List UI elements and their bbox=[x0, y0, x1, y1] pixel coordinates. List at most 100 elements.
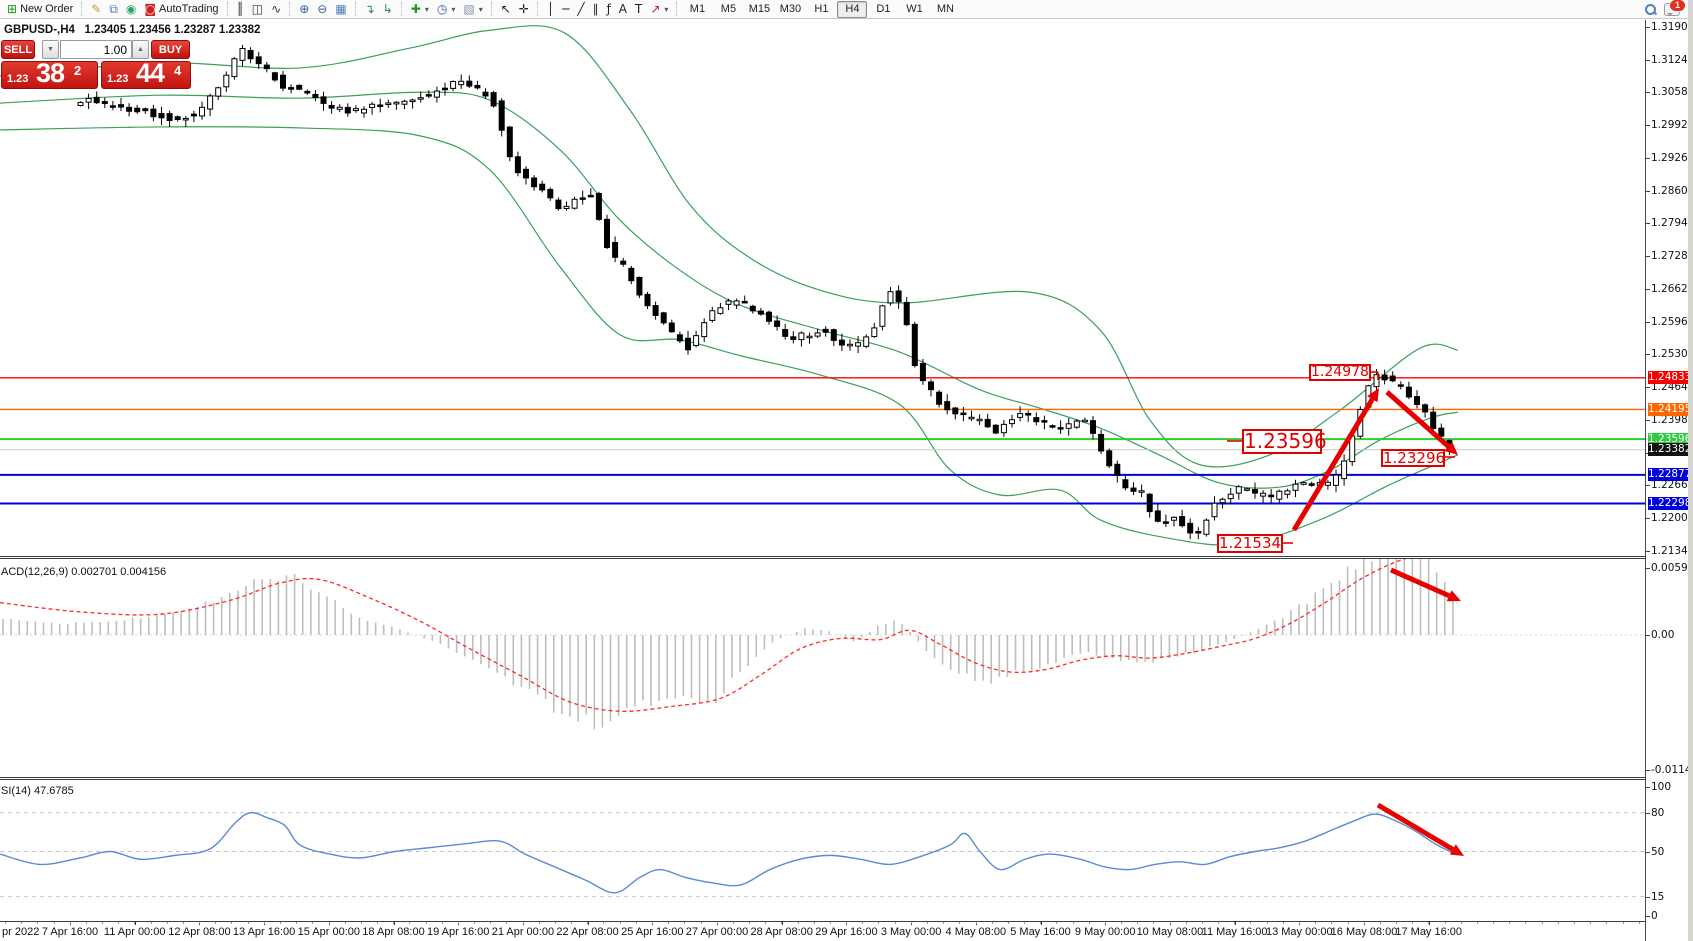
timeframe-button-w1[interactable]: W1 bbox=[906, 2, 923, 15]
text-icon: A bbox=[618, 2, 628, 16]
panel-splitter bbox=[0, 558, 1693, 559]
timeframe-button-h4[interactable]: H4 bbox=[837, 0, 868, 18]
time-axis-minor-tick bbox=[53, 922, 55, 924]
price-axis-label: 1.23985 bbox=[1651, 413, 1693, 426]
price-axis: 1.31905 1.31245 1.30585 1.29925 1.29265 1.286… bbox=[1646, 20, 1693, 941]
periods-button[interactable]: ◷ ▾ bbox=[433, 0, 460, 19]
bull-candle bbox=[393, 101, 400, 105]
fibonacci-button[interactable]: ƒ bbox=[603, 0, 615, 19]
periods-icon: ◷ bbox=[436, 2, 448, 16]
templates-button[interactable]: ▧ ▾ bbox=[459, 0, 486, 19]
bollinger-middle-band bbox=[0, 91, 1459, 489]
bear-candle bbox=[555, 199, 562, 210]
time-axis-minor-tick bbox=[425, 922, 427, 924]
indicators-button[interactable]: ✚ ▾ bbox=[407, 0, 433, 19]
timeframe-toolbar: M1 M5 M15 M30 H1 H4 D1 W1 MN bbox=[682, 0, 960, 18]
signal-button[interactable]: ◉ bbox=[122, 0, 140, 19]
crosshair-button[interactable]: ✛ bbox=[515, 0, 533, 19]
panel-splitter[interactable] bbox=[0, 777, 1693, 778]
timeframe-button-d1[interactable]: D1 bbox=[876, 2, 891, 15]
volume-decrease-button[interactable]: ▼ bbox=[42, 40, 59, 59]
timeframe-button-m15[interactable]: M15 bbox=[748, 2, 771, 15]
bear-candle bbox=[1057, 427, 1064, 430]
volume-input[interactable] bbox=[60, 40, 132, 59]
sell-button[interactable]: SELL bbox=[1, 40, 35, 59]
time-axis-minor-tick bbox=[506, 922, 508, 924]
autotrading-button[interactable]: ◙ AutoTrading bbox=[140, 0, 222, 19]
search-icon[interactable] bbox=[1645, 3, 1656, 15]
styler-icon: ✎ bbox=[91, 2, 102, 16]
timeframe-button-mn[interactable]: MN bbox=[936, 2, 954, 15]
timeframe-button-h1[interactable]: H1 bbox=[814, 2, 829, 15]
chevron-down-icon: ▾ bbox=[424, 4, 429, 14]
bull-candle bbox=[1235, 486, 1242, 494]
bear-candle bbox=[992, 424, 999, 434]
chart-shift-button[interactable]: ↴ bbox=[361, 0, 379, 19]
bull-candle bbox=[369, 103, 376, 108]
time-axis-minor-tick bbox=[571, 922, 573, 924]
bull-candle bbox=[968, 416, 975, 420]
time-axis-label: 18 Apr 08:00 bbox=[362, 926, 425, 938]
time-axis-minor-tick bbox=[668, 922, 670, 924]
channel-button[interactable]: ∥ bbox=[589, 0, 603, 19]
axis-tick bbox=[1646, 157, 1650, 159]
label-button[interactable]: T bbox=[631, 0, 646, 19]
bar-chart-button[interactable]: ║ bbox=[233, 0, 248, 19]
timeframe-button-m30[interactable]: M30 bbox=[779, 2, 802, 15]
time-axis-minor-tick bbox=[926, 922, 928, 924]
vertical-line-button[interactable]: │ bbox=[543, 0, 558, 19]
time-axis-minor-tick bbox=[910, 922, 912, 924]
zoom-in-button[interactable]: ⊕ bbox=[295, 0, 313, 19]
timeframe-button-m5[interactable]: M5 bbox=[720, 2, 737, 15]
zoom-out-button[interactable]: ⊖ bbox=[313, 0, 331, 19]
bull-candle bbox=[1017, 413, 1024, 418]
sell-quote-button[interactable]: 1.23 38 2 bbox=[1, 58, 98, 89]
time-axis-minor-tick bbox=[765, 922, 767, 924]
candlestick-button[interactable]: ◫ bbox=[248, 0, 267, 19]
price-axis-label: 1.29925 bbox=[1651, 119, 1693, 132]
time-axis-minor-tick bbox=[1315, 922, 1317, 924]
text-button[interactable]: A bbox=[615, 0, 631, 19]
styler-button[interactable]: ✎ bbox=[87, 0, 105, 19]
bear-candle bbox=[466, 80, 473, 87]
buy-button[interactable]: BUY bbox=[151, 40, 190, 59]
price-chart-canvas[interactable] bbox=[0, 20, 1645, 557]
macd-canvas[interactable] bbox=[0, 541, 1645, 777]
bull-candle bbox=[1081, 419, 1088, 423]
windows-button[interactable]: ⧉ bbox=[105, 0, 122, 19]
arrows-button[interactable]: ↗ ▾ bbox=[646, 0, 672, 19]
line-chart-button[interactable]: ∿ bbox=[267, 0, 285, 19]
tile-windows-button[interactable]: ▦ bbox=[331, 0, 350, 19]
rsi-panel[interactable] bbox=[0, 780, 1645, 920]
bear-candle bbox=[757, 310, 764, 315]
rsi-scale-label: 100 bbox=[1651, 781, 1672, 793]
timeframe-button-m1[interactable]: M1 bbox=[689, 2, 706, 15]
new-order-button[interactable]: ⊞ New Order bbox=[3, 0, 77, 19]
time-axis-minor-tick bbox=[522, 922, 524, 924]
horizontal-line-button[interactable]: ─ bbox=[558, 0, 573, 19]
bear-candle bbox=[668, 322, 675, 333]
macd-panel[interactable] bbox=[0, 541, 1645, 777]
time-axis-minor-tick bbox=[587, 922, 589, 924]
axis-tick bbox=[1646, 916, 1650, 917]
rsi-canvas[interactable] bbox=[0, 780, 1645, 920]
bear-candle bbox=[838, 339, 845, 346]
trendline-button[interactable]: ╱ bbox=[573, 0, 588, 19]
axis-tick bbox=[1646, 92, 1650, 94]
time-axis-label: 15 Apr 00:00 bbox=[297, 926, 360, 938]
panel-splitter[interactable] bbox=[0, 556, 1693, 557]
volume-increase-button[interactable]: ▲ bbox=[132, 40, 149, 59]
chat-icon[interactable]: 1 bbox=[1664, 0, 1686, 16]
bear-candle bbox=[425, 94, 432, 97]
price-chart-panel[interactable] bbox=[0, 20, 1645, 557]
cursor-button[interactable]: ↖ bbox=[497, 0, 515, 19]
bear-candle bbox=[523, 168, 529, 179]
cursor-icon: ↖ bbox=[500, 2, 511, 16]
price-axis-label: 1.22665 bbox=[1651, 479, 1693, 492]
buy-quote-button[interactable]: 1.23 44 4 bbox=[101, 58, 191, 89]
auto-scroll-button[interactable]: ↳ bbox=[379, 0, 397, 19]
bear-candle bbox=[636, 276, 643, 296]
time-axis-minor-tick bbox=[1153, 922, 1155, 924]
bear-candle bbox=[944, 401, 951, 411]
time-axis-minor-tick bbox=[1137, 922, 1139, 924]
